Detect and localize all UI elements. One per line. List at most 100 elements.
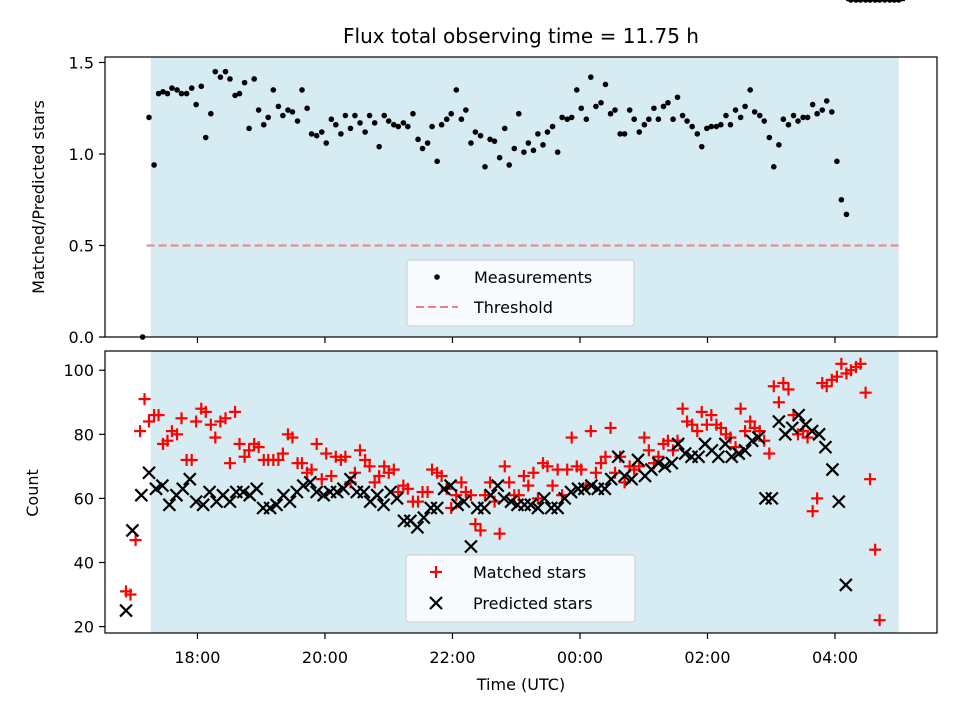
measurement-point xyxy=(554,149,561,155)
predicted-star-point xyxy=(624,472,639,486)
measurement-point xyxy=(391,121,397,128)
top-panel: 0.0 0.5 1.0 1.5 Matched/Predicted stars Mea… xyxy=(29,0,938,347)
predicted-star-point xyxy=(631,453,645,467)
measurement-point xyxy=(164,90,171,97)
measurement-point xyxy=(227,76,233,82)
predicted-star-point xyxy=(839,578,853,592)
matched-star-point xyxy=(229,405,242,418)
measurement-point xyxy=(732,107,739,113)
measurement-point xyxy=(453,87,460,93)
predicted-star-point xyxy=(343,472,358,486)
measurement-point xyxy=(521,149,527,155)
measurement-point xyxy=(679,112,686,119)
predicted-star-point xyxy=(604,472,618,486)
matched-star-point xyxy=(714,421,727,434)
measurement-point xyxy=(381,112,388,119)
predicted-star-point xyxy=(711,449,726,464)
measurement-point xyxy=(332,121,339,128)
measurement-point xyxy=(718,121,724,128)
top-y-ticks: 0.0 0.5 1.0 1.5 xyxy=(69,53,105,347)
measurement-point xyxy=(684,118,690,124)
y-tick-label: 40 xyxy=(74,554,94,573)
predicted-star-point xyxy=(758,491,773,506)
matched-star-point xyxy=(219,412,232,425)
predicted-star-point xyxy=(577,482,592,496)
legend-predicted-label: Predicted stars xyxy=(473,594,593,613)
measurement-point xyxy=(463,107,469,113)
matched-star-point xyxy=(354,444,367,457)
matched-star-point xyxy=(276,447,289,460)
measurement-point xyxy=(593,103,599,110)
predicted-star-point xyxy=(183,472,197,486)
measurement-point xyxy=(795,118,801,124)
predicted-star-point xyxy=(751,430,766,445)
matched-star-point xyxy=(171,428,184,441)
predicted-star-point xyxy=(457,494,471,509)
matched-star-point xyxy=(138,393,151,406)
measurement-point xyxy=(160,88,166,95)
predicted-star-point xyxy=(236,485,251,499)
measurement-point xyxy=(151,162,157,168)
measurement-point xyxy=(352,112,358,119)
measurement-point xyxy=(405,123,411,130)
measurement-point xyxy=(564,116,571,123)
measurement-point xyxy=(727,121,734,128)
matched-star-point xyxy=(767,380,780,393)
measurement-point xyxy=(429,123,435,130)
measurement-point xyxy=(222,68,229,75)
matched-star-point xyxy=(243,444,256,457)
matched-star-point xyxy=(830,370,843,383)
predicted-star-point xyxy=(812,427,826,442)
measurement-point xyxy=(482,164,488,170)
predicted-star-point xyxy=(416,510,431,525)
matched-star-point xyxy=(238,450,251,463)
predicted-star-point xyxy=(718,437,733,451)
measurement-point xyxy=(251,76,257,82)
matched-star-point xyxy=(320,447,333,460)
matched-star-point xyxy=(142,415,155,428)
matched-star-point xyxy=(401,482,414,495)
bottom-x-ticks: 18:00 20:00 22:00 00:00 02:00 04:00 xyxy=(174,633,858,667)
measurement-point xyxy=(236,90,243,97)
matched-star-point xyxy=(686,418,699,431)
top-legend: Measurements Threshold xyxy=(406,259,635,327)
measurement-point xyxy=(371,120,378,126)
predicted-star-point xyxy=(490,478,505,493)
y-tick-label: 0.5 xyxy=(69,236,94,255)
predicted-star-point xyxy=(443,478,458,493)
matched-star-point xyxy=(522,479,535,492)
measurement-point xyxy=(704,125,710,132)
measurement-point xyxy=(515,110,522,117)
measurement-point xyxy=(814,110,820,117)
measurement-point xyxy=(443,116,450,123)
matched-star-point xyxy=(124,588,137,601)
predicted-stars-points xyxy=(119,0,905,618)
measurement-point xyxy=(193,101,199,108)
predicted-star-point xyxy=(155,478,170,493)
measurement-point xyxy=(674,94,681,101)
measurement-point xyxy=(438,121,445,128)
predicted-star-point xyxy=(617,469,632,483)
predicted-star-point xyxy=(296,478,311,493)
measurement-point xyxy=(419,145,426,152)
measurement-point xyxy=(212,68,219,75)
measurement-point xyxy=(328,116,335,123)
measurement-point xyxy=(544,129,551,135)
legend-matched-label: Matched stars xyxy=(473,563,586,582)
measurement-point xyxy=(694,131,701,137)
predicted-star-point xyxy=(189,494,203,509)
predicted-star-point xyxy=(678,446,692,461)
matched-star-point xyxy=(517,469,530,482)
measurement-point xyxy=(217,74,224,80)
predicted-star-point xyxy=(119,603,133,618)
measurement-point xyxy=(188,85,195,91)
matched-star-point xyxy=(286,431,299,444)
matched-star-point xyxy=(464,489,477,502)
matched-star-point xyxy=(772,396,785,409)
predicted-star-point xyxy=(791,408,806,422)
legend-measurements-label: Measurements xyxy=(474,268,592,287)
predicted-star-point xyxy=(772,414,786,429)
measurement-point xyxy=(785,121,792,128)
measurement-point xyxy=(770,164,777,170)
